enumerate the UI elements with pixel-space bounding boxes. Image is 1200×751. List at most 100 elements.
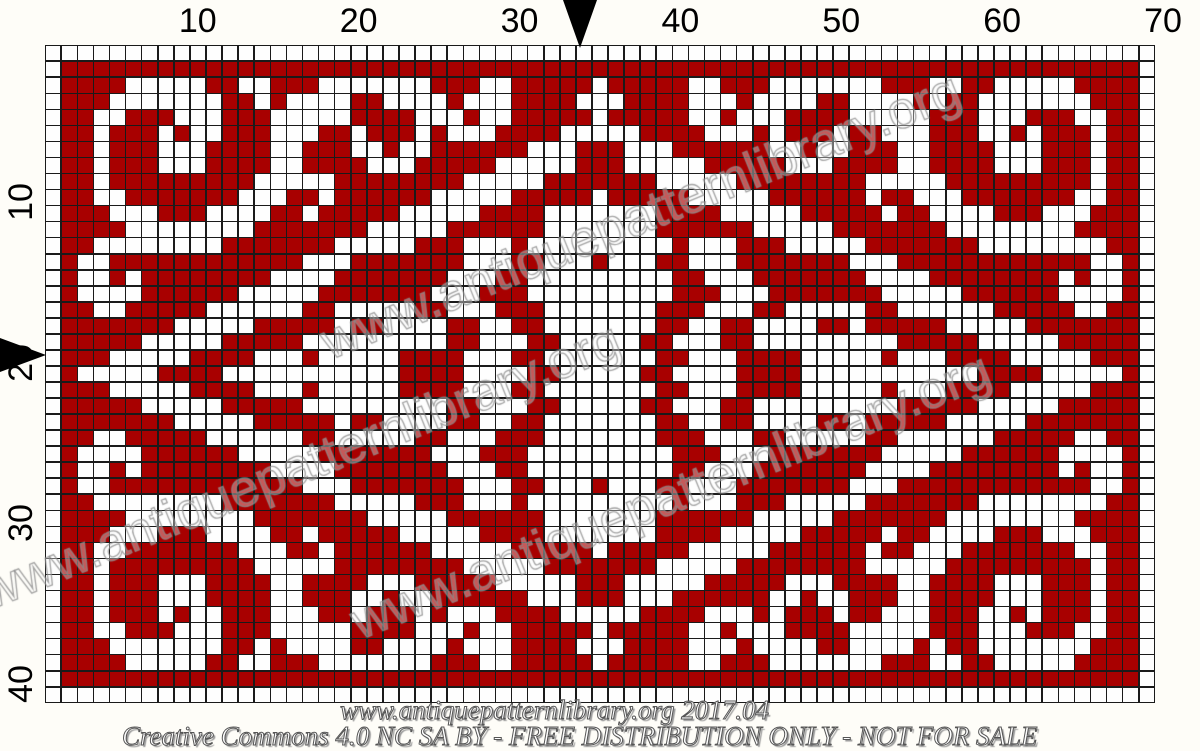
grid-cell	[512, 366, 527, 382]
grid-cell	[833, 559, 849, 574]
grid-cell	[753, 142, 769, 157]
grid-cell	[142, 687, 157, 702]
grid-cell	[994, 158, 1010, 173]
grid-cell	[448, 366, 463, 382]
grid-cell	[206, 302, 222, 318]
grid-cell	[496, 110, 511, 125]
grid-cell	[271, 334, 286, 350]
grid-cell	[962, 446, 978, 462]
grid-cell	[222, 46, 238, 61]
grid-cell	[126, 46, 141, 61]
grid-cell	[544, 254, 559, 269]
grid-cell	[850, 350, 865, 366]
grid-cell	[190, 222, 206, 237]
grid-cell	[319, 527, 334, 542]
grid-cell	[142, 655, 157, 670]
grid-cell	[866, 463, 881, 478]
grid-cell	[1139, 302, 1154, 318]
grid-cell	[624, 591, 640, 606]
grid-cell	[110, 430, 125, 446]
grid-cell	[46, 527, 61, 542]
grid-cell	[319, 430, 334, 446]
grid-cell	[480, 382, 495, 398]
grid-cell	[560, 575, 576, 590]
grid-cell	[657, 366, 672, 382]
grid-cell	[1107, 318, 1122, 334]
grid-cell	[737, 126, 752, 141]
grid-cell	[930, 607, 945, 622]
grid-cell	[206, 94, 222, 109]
grid-cell	[1107, 142, 1122, 157]
grid-cell	[110, 126, 125, 141]
grid-cell	[528, 607, 543, 622]
grid-cell	[287, 62, 302, 77]
grid-cell	[496, 463, 511, 478]
grid-cell	[367, 222, 383, 237]
grid-cell	[898, 142, 913, 157]
grid-cell	[46, 575, 61, 590]
grid-cell	[1139, 414, 1154, 430]
grid-cell	[351, 671, 367, 686]
grid-cell	[528, 94, 543, 109]
grid-cell	[978, 655, 994, 670]
grid-cell	[850, 559, 865, 574]
grid-cell	[1010, 254, 1026, 269]
grid-cell	[142, 527, 157, 542]
grid-cell	[399, 623, 415, 638]
grid-cell	[592, 238, 608, 253]
footer-credit: www.antiquepatternlibrary.org 2017.04	[339, 695, 770, 725]
grid-cell	[962, 463, 978, 478]
column-label: 20	[339, 2, 378, 40]
grid-cell	[512, 655, 527, 670]
grid-cell	[801, 126, 817, 141]
grid-cell	[303, 446, 318, 462]
grid-cell	[576, 575, 592, 590]
grid-cell	[930, 222, 945, 237]
grid-cell	[994, 318, 1010, 334]
grid-cell	[721, 174, 736, 189]
grid-cell	[946, 318, 962, 334]
grid-cell	[994, 334, 1010, 350]
grid-cell	[817, 190, 833, 205]
grid-cell	[785, 430, 801, 446]
grid-cell	[673, 559, 688, 574]
grid-cell	[705, 350, 720, 366]
grid-cell	[1091, 254, 1106, 269]
grid-cell	[1107, 479, 1122, 494]
grid-cell	[544, 366, 559, 382]
grid-cell	[271, 543, 286, 558]
grid-cell	[94, 366, 109, 382]
grid-cell	[608, 94, 624, 109]
grid-cell	[673, 62, 688, 77]
grid-cell	[303, 190, 318, 205]
grid-cell	[1091, 430, 1106, 446]
grid-cell	[383, 382, 399, 398]
grid-cell	[769, 350, 785, 366]
grid-cell	[496, 543, 511, 558]
grid-cell	[222, 575, 238, 590]
grid-cell	[850, 286, 865, 302]
grid-cell	[78, 591, 93, 606]
grid-cell	[882, 286, 897, 302]
grid-cell	[560, 398, 576, 414]
grid-cell	[142, 190, 157, 205]
grid-cell	[62, 46, 77, 61]
grid-cell	[1059, 318, 1074, 334]
grid-cell	[785, 174, 801, 189]
grid-cell	[126, 334, 141, 350]
grid-cell	[496, 126, 511, 141]
grid-cell	[914, 62, 929, 77]
grid-cell	[1010, 62, 1026, 77]
grid-cell	[174, 623, 190, 638]
grid-cell	[94, 78, 109, 93]
grid-cell	[448, 495, 463, 510]
grid-cell	[705, 142, 720, 157]
grid-cell	[190, 575, 206, 590]
grid-cell	[415, 46, 431, 61]
grid-cell	[850, 222, 865, 237]
grid-cell	[657, 463, 672, 478]
grid-cell	[737, 639, 752, 654]
grid-cell	[898, 94, 913, 109]
grid-cell	[737, 302, 752, 318]
grid-cell	[882, 270, 897, 285]
